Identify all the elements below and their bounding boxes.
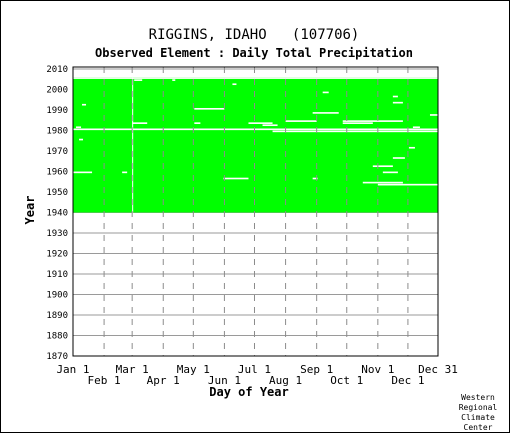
y-tick-label-1940: 1940 (46, 209, 68, 219)
missing-segment-11 (79, 138, 84, 141)
y-tick-label-1950: 1950 (46, 188, 68, 198)
missing-segment-12 (272, 130, 438, 133)
missing-segment-30 (134, 79, 143, 81)
y-tick-label-1890: 1890 (46, 311, 68, 321)
chart-title: RIGGINS, IDAHO (107706) (149, 27, 360, 43)
x-tick-label-sep-1: Sep 1 (300, 363, 333, 376)
missing-segment-7 (382, 171, 398, 174)
missing-segment-2 (362, 181, 403, 184)
x-tick-label-dec-1: Dec 1 (391, 374, 424, 387)
credit-line-4: Center (464, 423, 493, 432)
y-tick-label-1970: 1970 (46, 147, 68, 157)
missing-segment-32 (73, 77, 438, 79)
x-tick-label-apr-1: Apr 1 (147, 374, 180, 387)
missing-segment-22 (429, 114, 438, 116)
credit-line-2: Regional (459, 403, 498, 412)
missing-segment-4 (312, 177, 318, 180)
y-tick-label-1910: 1910 (46, 270, 68, 280)
missing-segment-27 (392, 95, 398, 98)
y-tick-label-1920: 1920 (46, 250, 68, 260)
missing-segment-10 (408, 146, 415, 149)
y-axis-title: Year (23, 196, 37, 225)
missing-segment-5 (73, 171, 93, 174)
missing-segment-3 (223, 177, 249, 180)
x-tick-label-jan-1: Jan 1 (56, 363, 89, 376)
missing-segment-24 (194, 107, 225, 110)
y-tick-labels: 1870 1880 1890 1900 1910 1920 1930 1940 1950 1960… (46, 65, 68, 362)
missing-segment-15 (262, 124, 278, 127)
chart-subtitle: Observed Element : Daily Total Precipita… (95, 46, 413, 60)
missing-segment-21 (342, 120, 403, 122)
x-axis-title: Day of Year (209, 385, 288, 399)
missing-segment-31 (172, 79, 176, 81)
x-tick-label-aug-1: Aug 1 (269, 374, 302, 387)
y-tick-label-1980: 1980 (46, 127, 68, 137)
plot-border (72, 66, 439, 357)
missing-segment-19 (342, 122, 373, 124)
missing-segment-23 (312, 112, 339, 114)
missing-segment-14 (412, 126, 420, 129)
x-gridlines (103, 67, 409, 356)
y-tick-label-1930: 1930 (46, 229, 68, 239)
data-block (73, 77, 438, 213)
x-tick-labels: Jan 1 Mar 1 May 1 Jul 1 Sep 1 Nov 1 Dec 31 Feb … (56, 363, 457, 387)
x-tick-label-dec-31: Dec 31 (418, 363, 458, 376)
x-tick-label-mar-1: Mar 1 (116, 363, 149, 376)
missing-segment-9 (392, 157, 405, 159)
missing-segment-16 (132, 122, 148, 124)
y-tick-label-1880: 1880 (46, 332, 68, 342)
missing-segment-20 (285, 120, 317, 122)
credit-line-1: Western (461, 393, 495, 402)
missing-segment-29 (232, 83, 237, 86)
missing-segment-0 (73, 128, 438, 131)
credit-line-3: Climate (461, 413, 495, 422)
y-tick-label-1870: 1870 (46, 352, 68, 362)
missing-segment-8 (372, 165, 393, 168)
missing-segment-25 (82, 103, 87, 106)
missing-segment-13 (76, 126, 82, 129)
missing-segment-1 (377, 183, 438, 186)
missing-segment-28 (322, 91, 329, 94)
x-tick-label-jun-1: Jun 1 (208, 374, 241, 387)
missing-segment-6 (122, 171, 128, 174)
y-tick-label-1990: 1990 (46, 106, 68, 116)
y-tick-label-2010: 2010 (46, 65, 68, 75)
missing-segment-18 (248, 122, 273, 124)
data-coverage (73, 77, 438, 213)
x-tick-label-nov-1: Nov 1 (361, 363, 394, 376)
x-tick-label-may-1: May 1 (177, 363, 210, 376)
missing-segment-17 (194, 122, 201, 124)
missing-segment-26 (392, 101, 403, 104)
credit-block: Western Regional Climate Center (459, 393, 498, 432)
x-tick-label-oct-1: Oct 1 (330, 374, 363, 387)
x-tick-label-feb-1: Feb 1 (88, 374, 121, 387)
y-tick-label-1960: 1960 (46, 168, 68, 178)
x-tick-label-jul-1: Jul 1 (238, 363, 271, 376)
y-tick-label-1900: 1900 (46, 291, 68, 301)
y-tick-label-2000: 2000 (46, 86, 68, 96)
